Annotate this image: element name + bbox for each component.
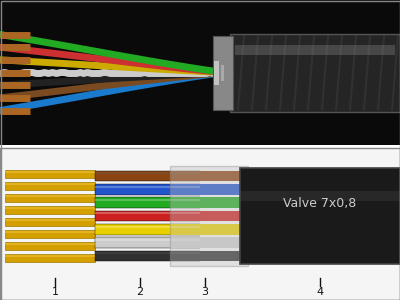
Bar xyxy=(5,218,95,226)
Bar xyxy=(170,197,248,208)
Bar xyxy=(213,35,233,110)
Bar xyxy=(5,183,95,185)
Bar xyxy=(230,34,400,112)
Bar xyxy=(95,224,200,235)
Bar xyxy=(95,197,200,208)
Text: 1: 1 xyxy=(52,287,58,297)
Bar xyxy=(230,34,400,112)
Bar xyxy=(95,239,200,241)
Bar xyxy=(5,230,95,238)
Bar xyxy=(95,226,200,228)
Bar xyxy=(95,184,200,195)
Bar xyxy=(95,170,200,182)
Bar xyxy=(95,237,200,248)
Bar xyxy=(0,148,400,300)
Bar xyxy=(170,250,248,262)
Bar xyxy=(5,219,95,221)
Bar xyxy=(5,254,95,262)
Text: Valve 7x0,8: Valve 7x0,8 xyxy=(283,197,357,211)
Bar xyxy=(5,255,95,257)
Bar xyxy=(95,250,200,262)
Bar xyxy=(221,64,224,80)
Bar xyxy=(0,0,400,145)
Bar xyxy=(95,186,200,188)
Bar xyxy=(170,184,248,195)
Bar xyxy=(5,195,95,197)
Text: 3: 3 xyxy=(202,287,208,297)
Bar xyxy=(95,252,200,254)
Bar xyxy=(5,243,95,245)
Bar xyxy=(240,191,400,201)
Bar xyxy=(5,182,95,190)
Bar xyxy=(95,199,200,201)
Bar xyxy=(5,194,95,202)
Bar xyxy=(170,237,248,248)
Bar xyxy=(95,211,200,221)
Bar xyxy=(240,168,400,264)
Bar xyxy=(95,212,200,214)
Bar xyxy=(170,166,248,266)
Bar xyxy=(5,170,95,178)
Bar xyxy=(5,206,95,214)
Bar xyxy=(5,171,95,173)
Text: 4: 4 xyxy=(316,287,324,297)
Bar xyxy=(170,211,248,221)
Bar xyxy=(214,61,219,85)
Bar xyxy=(5,207,95,209)
Bar xyxy=(5,242,95,250)
Bar xyxy=(170,224,248,235)
Bar xyxy=(170,170,248,182)
Bar xyxy=(235,44,395,55)
Bar xyxy=(5,231,95,233)
Bar xyxy=(95,172,200,174)
Text: 2: 2 xyxy=(136,287,144,297)
